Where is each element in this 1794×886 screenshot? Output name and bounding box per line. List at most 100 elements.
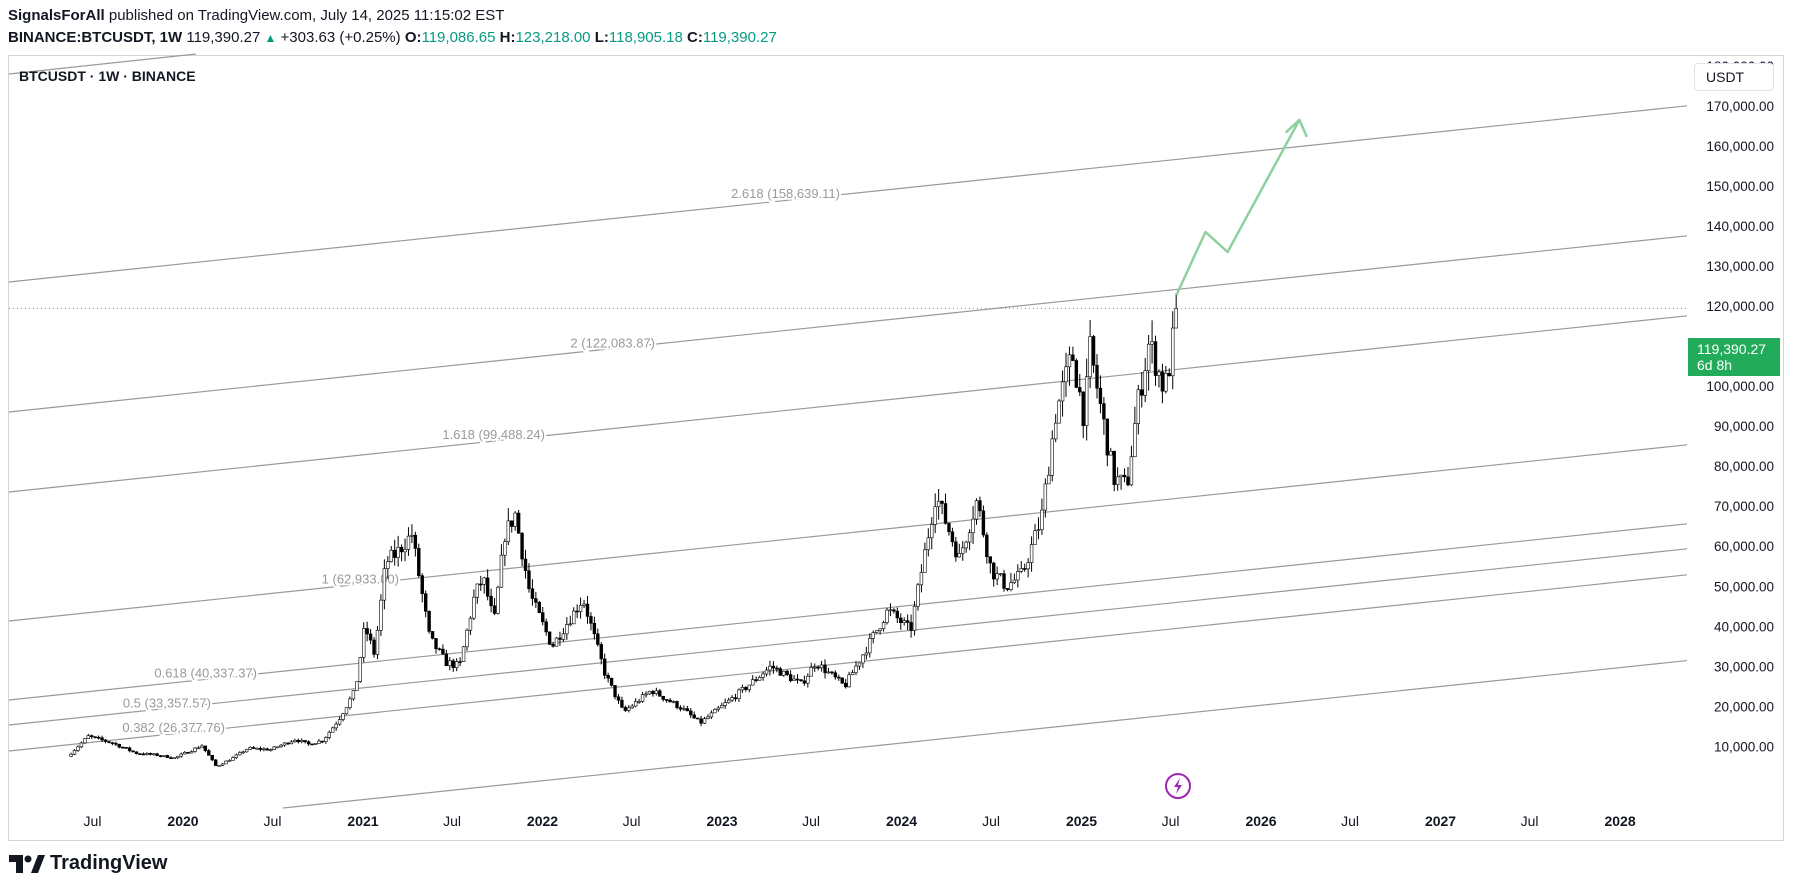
x-axis-tick-label: Jul xyxy=(982,813,1000,829)
candle-body xyxy=(575,610,579,613)
candle-body xyxy=(372,639,376,655)
publish-info: SignalsForAll published on TradingView.c… xyxy=(8,7,504,24)
candle-body xyxy=(1022,568,1027,570)
candle-body xyxy=(823,664,827,674)
chart-pane[interactable] xyxy=(8,55,1784,841)
candle-body xyxy=(771,665,776,669)
candle-body xyxy=(671,701,676,703)
candle-body xyxy=(726,699,731,703)
candle-body xyxy=(472,596,476,619)
price-change: +303.63 (+0.25%) xyxy=(280,29,401,46)
candle-body xyxy=(454,661,459,668)
y-axis-tick-label: 60,000.00 xyxy=(1714,539,1774,554)
candle-body xyxy=(1040,509,1044,530)
candle-body xyxy=(241,751,245,754)
candle-body xyxy=(1146,343,1151,371)
candle-body xyxy=(313,743,318,745)
candle-body xyxy=(534,598,538,603)
candle-body xyxy=(751,679,755,686)
candle-body xyxy=(1088,336,1092,378)
candle-body xyxy=(475,583,480,598)
fib-channel-line xyxy=(282,659,1688,809)
ohlc-strip: BINANCE:BTCUSDT, 1W 119,390.27 ▲ +303.63… xyxy=(8,29,777,46)
candle-body xyxy=(623,706,628,711)
x-axis-tick-label: 2027 xyxy=(1425,813,1456,829)
candle-body xyxy=(138,753,142,756)
candle-body xyxy=(1009,582,1013,590)
candle-body xyxy=(678,707,683,710)
candle-body xyxy=(220,763,225,766)
candle-body xyxy=(251,747,256,749)
candle-body xyxy=(558,637,562,640)
currency-button[interactable]: USDT xyxy=(1694,63,1774,91)
candle-body xyxy=(83,738,87,744)
last-price: 119,390.27 xyxy=(186,29,261,46)
candle-body xyxy=(909,622,913,631)
candle-body xyxy=(296,739,301,743)
candle-body xyxy=(382,568,387,601)
candle-body xyxy=(165,755,170,758)
candle-body xyxy=(1105,418,1110,456)
candle-body xyxy=(864,652,869,656)
candle-body xyxy=(386,561,390,569)
candle-body xyxy=(482,577,486,585)
candle-body xyxy=(492,605,497,614)
candle-body xyxy=(954,541,958,558)
candle-body xyxy=(537,602,541,613)
candle-body xyxy=(224,760,228,765)
candle-body xyxy=(479,583,483,586)
high-label: H: xyxy=(499,29,516,46)
candle-body xyxy=(289,741,294,745)
candle-body xyxy=(379,599,383,631)
candle-body xyxy=(310,743,314,746)
candle-body xyxy=(496,586,500,614)
x-axis-tick-label: Jul xyxy=(802,813,820,829)
x-axis-tick-label: 2026 xyxy=(1245,813,1276,829)
candle-body xyxy=(234,754,239,758)
candle-body xyxy=(919,572,924,586)
author-name[interactable]: SignalsForAll xyxy=(8,7,105,24)
candle-body xyxy=(1084,376,1089,426)
candle-body xyxy=(114,742,118,745)
candle-body xyxy=(541,612,545,623)
candle-body xyxy=(609,677,614,686)
candle-body xyxy=(768,665,772,671)
candle-body xyxy=(995,573,999,580)
candle-body xyxy=(644,693,648,696)
x-axis-tick-label: 2025 xyxy=(1066,813,1097,829)
symbol-timeframe: BINANCE:BTCUSDT, 1W xyxy=(8,29,183,46)
candle-body xyxy=(620,699,624,708)
candle-body xyxy=(207,750,211,756)
candle-body xyxy=(613,685,617,698)
candle-body xyxy=(871,632,875,639)
candle-body xyxy=(802,680,807,684)
candle-body xyxy=(93,736,97,738)
candle-body xyxy=(978,500,982,512)
candle-body xyxy=(1136,389,1141,424)
candle-body xyxy=(775,667,779,670)
last-price-tag: 119,390.27 6d 8h xyxy=(1688,338,1780,376)
tradingview-logo[interactable]: TradingView xyxy=(9,852,167,875)
candle-body xyxy=(444,653,449,667)
x-axis-tick-label: 2022 xyxy=(527,813,558,829)
fib-channel-line xyxy=(8,53,197,75)
candle-body xyxy=(368,633,373,641)
candle-body xyxy=(1036,529,1041,532)
candle-body xyxy=(145,753,149,755)
candle-body xyxy=(881,622,886,630)
candle-body xyxy=(103,739,108,742)
candle-body xyxy=(217,765,221,767)
candle-body xyxy=(258,747,263,750)
candle-body xyxy=(375,630,380,655)
y-axis-tick-label: 70,000.00 xyxy=(1714,499,1774,514)
candle-body xyxy=(1102,403,1106,420)
candle-body xyxy=(406,535,411,550)
candle-body xyxy=(244,748,249,753)
lightning-bolt xyxy=(1174,778,1182,794)
high-value: 123,218.00 xyxy=(515,29,591,46)
candle-body xyxy=(554,637,559,647)
candle-body xyxy=(179,753,183,757)
candle-body xyxy=(565,624,569,635)
candle-body xyxy=(967,532,972,543)
